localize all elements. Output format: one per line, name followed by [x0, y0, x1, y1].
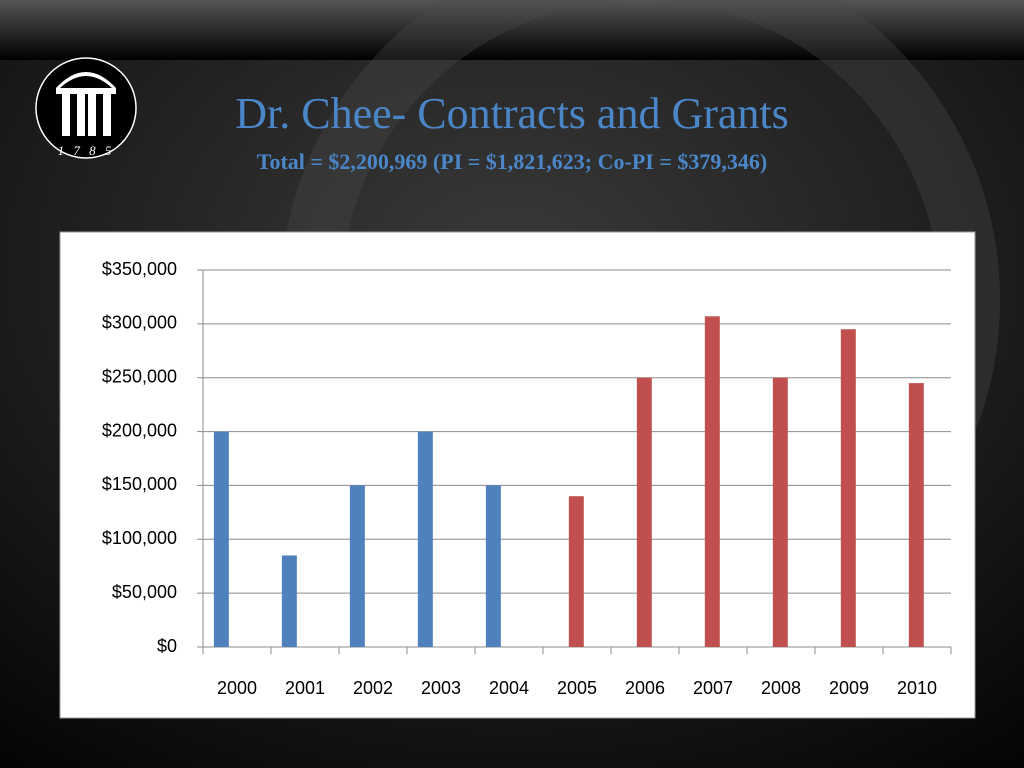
- logo-beam: [56, 88, 116, 94]
- x-tick-label: 2009: [829, 678, 869, 698]
- x-tick-label: 2002: [353, 678, 393, 698]
- bar: [485, 485, 501, 647]
- x-tick-label: 2005: [557, 678, 597, 698]
- logo-year: 1 7 8 5: [58, 143, 115, 158]
- x-tick-label: 2000: [217, 678, 257, 698]
- y-tick-label: $350,000: [102, 259, 177, 279]
- bar: [281, 555, 297, 647]
- chart-panel: [59, 231, 976, 719]
- x-tick-label: 2006: [625, 678, 665, 698]
- x-tick-label: 2003: [421, 678, 461, 698]
- y-tick-label: $100,000: [102, 528, 177, 548]
- chart-subtitle: Total = $2,200,969 (PI = $1,821,623; Co-…: [257, 149, 767, 174]
- logo-pillar: [103, 94, 111, 136]
- chart-title: Dr. Chee- Contracts and Grants: [235, 89, 789, 138]
- x-tick-label: 2010: [897, 678, 937, 698]
- logo-arch: [56, 72, 116, 88]
- y-tick-label: $0: [157, 636, 177, 656]
- bar: [908, 383, 924, 647]
- bar: [213, 431, 229, 647]
- y-tick-label: $50,000: [112, 582, 177, 602]
- top-band: [0, 0, 1024, 60]
- bar: [636, 377, 652, 647]
- logo-pillar: [77, 94, 85, 136]
- logo-pillar: [62, 94, 70, 136]
- y-tick-label: $200,000: [102, 420, 177, 440]
- logo-pillar: [88, 94, 96, 136]
- y-tick-label: $150,000: [102, 474, 177, 494]
- x-tick-label: 2004: [489, 678, 529, 698]
- x-tick-label: 2001: [285, 678, 325, 698]
- bar: [772, 377, 788, 647]
- y-tick-label: $300,000: [102, 313, 177, 333]
- x-tick-label: 2008: [761, 678, 801, 698]
- bar: [704, 316, 720, 647]
- x-tick-label: 2007: [693, 678, 733, 698]
- bar: [840, 329, 856, 647]
- bar: [417, 431, 433, 647]
- logo: 1 7 8 5: [35, 57, 137, 159]
- bar: [349, 485, 365, 647]
- bar: [568, 496, 584, 647]
- y-tick-label: $250,000: [102, 366, 177, 386]
